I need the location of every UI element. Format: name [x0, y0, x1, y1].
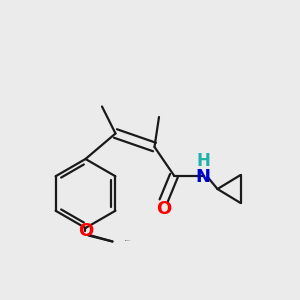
Text: O: O — [78, 222, 93, 240]
Text: methoxy: methoxy — [125, 240, 131, 241]
Text: H: H — [196, 152, 210, 170]
Text: N: N — [196, 168, 211, 186]
Text: O: O — [156, 200, 171, 218]
